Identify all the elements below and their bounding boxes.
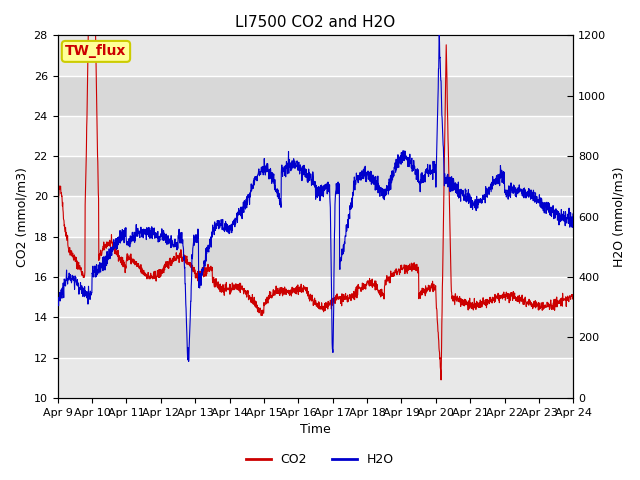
Bar [58, 156, 573, 196]
CO2 [80, 273, 88, 279]
Bar [58, 196, 573, 237]
H2O [570, 216, 577, 221]
Y-axis label: H2O (mmol/m3): H2O (mmol/m3) [612, 167, 625, 267]
Bar [58, 358, 573, 398]
X-axis label: Time: Time [300, 423, 331, 436]
CO2 [305, 292, 312, 298]
Legend: CO2, H2O: CO2, H2O [241, 448, 399, 471]
H2O [291, 166, 299, 171]
H2O [185, 359, 193, 364]
H2O [460, 196, 468, 202]
Y-axis label: CO2 (mmol/m3): CO2 (mmol/m3) [15, 167, 28, 266]
CO2 [555, 300, 563, 306]
H2O [54, 301, 61, 307]
H2O [435, 30, 443, 36]
Bar [58, 116, 573, 156]
H2O [555, 222, 563, 228]
CO2 [291, 286, 299, 291]
H2O [305, 166, 312, 172]
Bar [58, 76, 573, 116]
Text: TW_flux: TW_flux [65, 44, 127, 59]
Bar [58, 237, 573, 277]
CO2 [460, 303, 468, 309]
Line: CO2: CO2 [58, 0, 573, 380]
CO2 [555, 299, 563, 305]
Bar [58, 317, 573, 358]
Bar [58, 36, 573, 76]
H2O [80, 292, 88, 298]
H2O [555, 216, 563, 221]
Title: LI7500 CO2 and H2O: LI7500 CO2 and H2O [236, 15, 396, 30]
CO2 [54, 206, 61, 212]
CO2 [437, 377, 445, 383]
Line: H2O: H2O [58, 33, 573, 361]
Bar [58, 277, 573, 317]
CO2 [570, 296, 577, 301]
